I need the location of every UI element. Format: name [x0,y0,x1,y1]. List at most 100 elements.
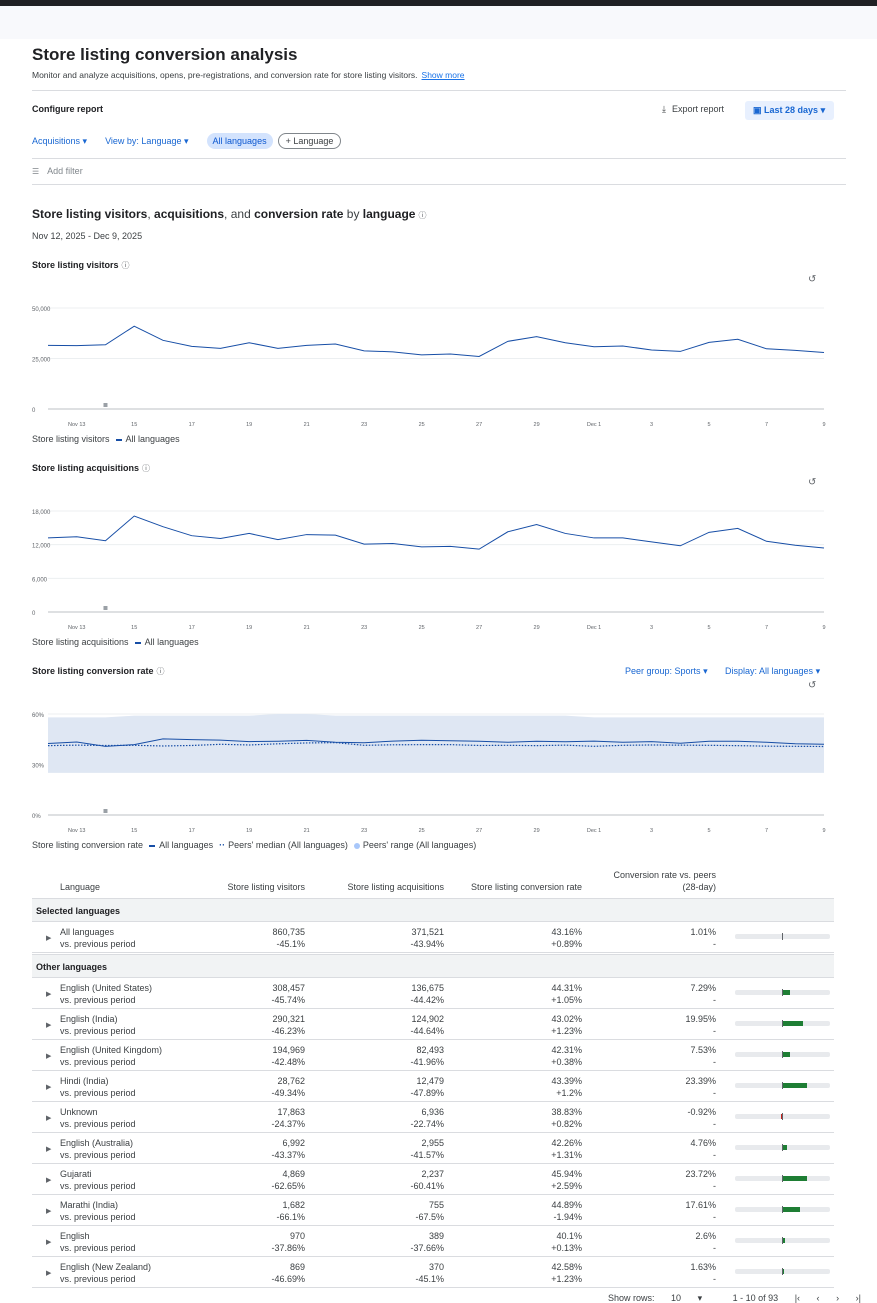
date-range-button[interactable]: ▣ Last 28 days ▾ [745,101,834,120]
add-filter-button[interactable]: ☰ Add filter [32,166,83,176]
table-row[interactable]: ▶ English (Australia) vs. previous period 6… [32,1133,834,1164]
x-tick-label: 3 [650,828,653,834]
first-page-icon[interactable]: |‹ [794,1293,801,1303]
peer-group-dropdown[interactable]: Peer group: Sports ▾ [625,666,708,677]
visitors-change: -45.1% [276,939,305,949]
column-header-acquisitions[interactable]: Store listing acquisitions [347,882,444,892]
expand-row-icon[interactable]: ▶ [46,1239,52,1246]
expand-row-icon[interactable]: ▶ [46,1115,52,1122]
reset-zoom-icon[interactable]: ↺ [808,477,817,488]
acquisitions-cell: 371,521 -43.94% [410,926,444,950]
vs-peers-bar-center [782,1237,783,1244]
vs-peers-sub: - [713,1026,716,1036]
title-part: conversion rate [254,207,344,221]
conversion-value: 42.26% [551,1138,582,1148]
visitors-chart-title: Store listing visitors ⓘ [32,260,130,271]
export-report-button[interactable]: ⤓ Export report [662,104,724,115]
caret-down-icon: ▾ [820,105,826,115]
visitors-value: 6,992 [282,1138,305,1148]
comparison-label: vs. previous period [60,1057,136,1067]
visitors-value: 28,762 [277,1076,305,1086]
x-tick-label: 5 [708,625,711,631]
column-header-vs-peers[interactable]: Conversion rate vs. peers (28-day) [613,869,716,893]
x-tick-label: 5 [708,828,711,834]
y-tick-label: 0 [32,408,36,414]
comparison-label: vs. previous period [60,1212,136,1222]
conversion-value: 42.58% [551,1262,582,1272]
vs-peers-value: 1.01% [690,927,716,937]
table-row[interactable]: ▶ Gujarati vs. previous period 4,869 -62.65%… [32,1164,834,1195]
visitors-change: -43.37% [271,1150,305,1160]
expand-row-icon[interactable]: ▶ [46,991,52,998]
table-row[interactable]: ▶ English (New Zealand) vs. previous perio… [32,1257,834,1288]
expand-row-icon[interactable]: ▶ [46,1208,52,1215]
conversion-cell: 40.1% +0.13% [551,1230,582,1254]
acquisitions-cell: 6,936 -22.74% [410,1106,444,1130]
table-row[interactable]: ▶ All languages vs. previous period 860,735… [32,922,834,953]
acquisitions-value: 389 [428,1231,444,1241]
expand-row-icon[interactable]: ▶ [46,1177,52,1184]
prev-page-icon[interactable]: ‹ [816,1293,820,1303]
conversion-value: 43.16% [551,927,582,937]
expand-row-icon[interactable]: ▶ [46,1084,52,1091]
table-row[interactable]: ▶ English vs. previous period 970 -37.86% 389… [32,1226,834,1257]
help-icon[interactable]: ⓘ [418,211,427,220]
vs-peers-value: -0.92% [687,1107,716,1117]
comparison-label: vs. previous period [60,939,136,949]
calendar-icon: ▣ [753,105,762,115]
language-name: English [60,1231,90,1241]
expand-row-icon[interactable]: ▶ [46,935,52,942]
table-row[interactable]: ▶ Marathi (India) vs. previous period 1,682… [32,1195,834,1226]
group-header-selected: Selected languages [32,898,834,922]
visitors-cell: 6,992 -43.37% [271,1137,305,1161]
title-part: , [147,207,155,221]
acquisitions-cell: 136,675 -44.42% [410,982,444,1006]
next-page-icon[interactable]: › [836,1293,840,1303]
x-tick-label: 17 [189,625,195,631]
display-dropdown[interactable]: Display: All languages ▾ [725,666,820,677]
add-language-chip[interactable]: + Language [277,133,342,149]
expand-row-icon[interactable]: ▶ [46,1053,52,1060]
all-languages-chip[interactable]: All languages [206,133,273,149]
table-row[interactable]: ▶ Hindi (India) vs. previous period 28,762 -… [32,1071,834,1102]
vs-peers-bar-center [782,1206,783,1213]
language-name: English (United States) [60,983,153,993]
language-name: Gujarati [60,1169,92,1179]
reset-zoom-icon[interactable]: ↺ [808,680,817,691]
column-header-conversion-rate[interactable]: Store listing conversion rate [470,882,582,892]
view-by-dropdown[interactable]: View by: Language ▾ [105,136,188,147]
table-row[interactable]: ▶ Unknown vs. previous period 17,863 -24.37%… [32,1102,834,1133]
last-page-icon[interactable]: ›| [855,1293,861,1303]
acquisitions-value: 124,902 [411,1014,444,1024]
conversion-value: 38.83% [551,1107,582,1117]
vs-peers-cell: 19.95% - [685,1013,716,1037]
expand-row-icon[interactable]: ▶ [46,1146,52,1153]
vs-peers-value: 19.95% [685,1014,716,1024]
metric-dropdown[interactable]: Acquisitions ▾ [32,136,87,147]
help-icon[interactable]: ⓘ [156,667,165,676]
language-cell: English (United States) vs. previous peri… [60,982,152,1006]
comparison-label: vs. previous period [60,1150,136,1160]
x-tick-label: 9 [822,828,825,834]
table-row[interactable]: ▶ English (United Kingdom) vs. previous pe… [32,1040,834,1071]
comparison-label: vs. previous period [60,995,136,1005]
conversion-change: +2.59% [551,1181,582,1191]
help-icon[interactable]: ⓘ [121,261,130,270]
visitors-value: 1,682 [282,1200,305,1210]
help-icon[interactable]: ⓘ [142,464,151,473]
table-row[interactable]: ▶ English (United States) vs. previous per… [32,978,834,1009]
table-row[interactable]: ▶ English (India) vs. previous period 290,3… [32,1009,834,1040]
add-language-label: Language [293,136,334,146]
acquisitions-value: 370 [428,1262,444,1272]
expand-row-icon[interactable]: ▶ [46,1270,52,1277]
show-more-link[interactable]: Show more [421,70,465,80]
vs-peers-sub: - [713,1150,716,1160]
column-header-visitors[interactable]: Store listing visitors [227,882,305,892]
reset-zoom-icon[interactable]: ↺ [808,274,817,285]
y-tick-label: 50,000 [32,307,51,313]
rows-per-page[interactable]: Show rows: 10 ▾ [608,1293,716,1303]
conversion-change: +0.89% [551,939,582,949]
filter-icon: ☰ [32,167,40,176]
expand-row-icon[interactable]: ▶ [46,1022,52,1029]
column-header-language[interactable]: Language [60,882,101,892]
